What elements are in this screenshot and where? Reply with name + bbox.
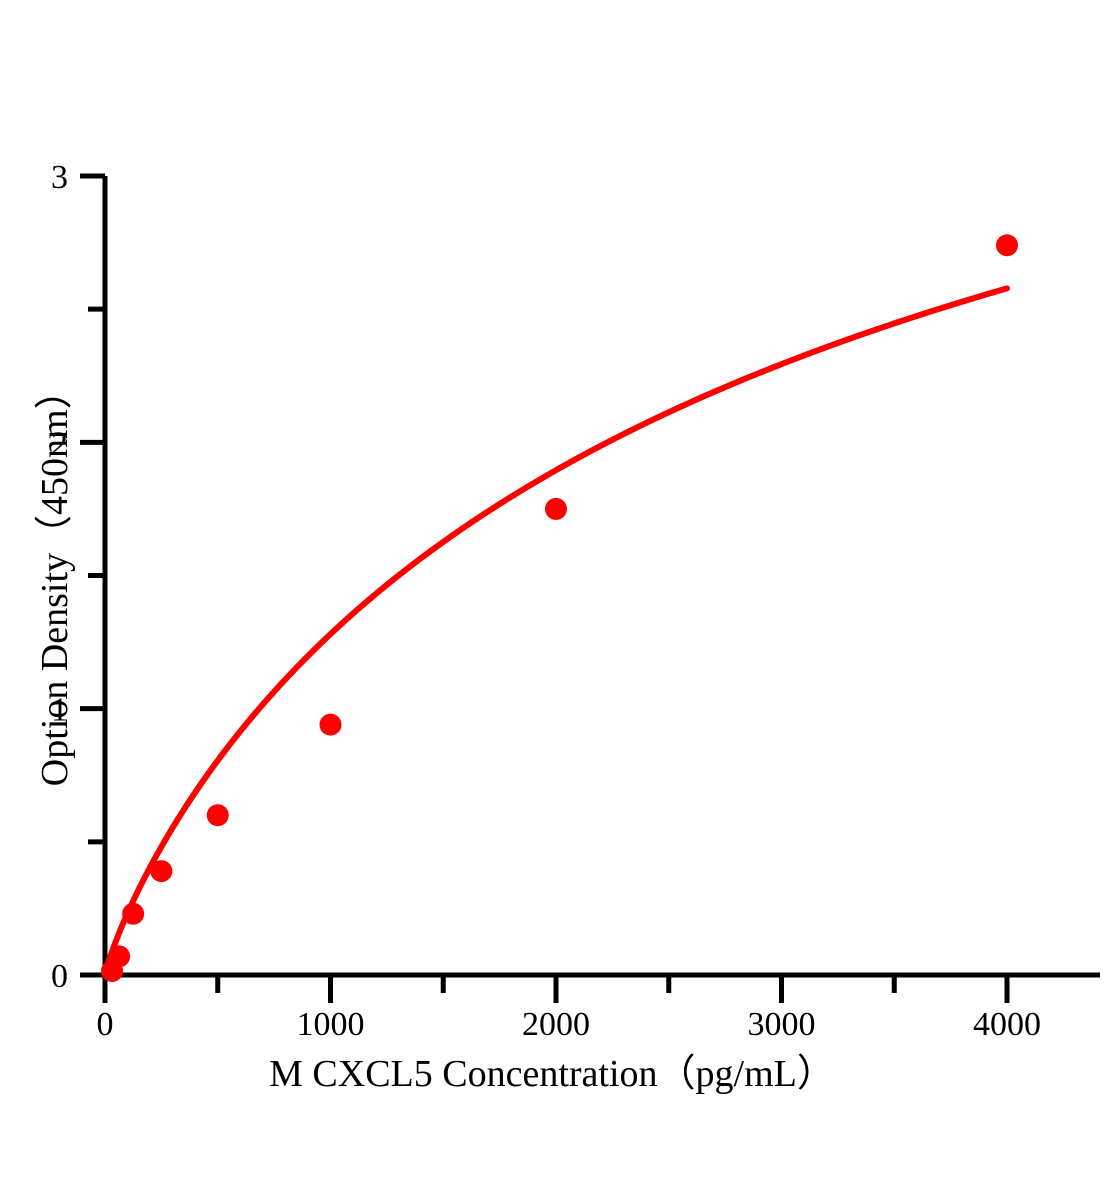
y-axis-title: Option Density（450nm）	[34, 371, 77, 787]
y-axis-ticks	[80, 173, 105, 978]
x-tick-label: 2000	[522, 1006, 590, 1043]
y-tick-label: 2	[51, 425, 68, 462]
data-point	[108, 945, 131, 968]
axis-lines	[95, 176, 1100, 984]
data-point	[319, 713, 342, 736]
x-tick-label: 0	[97, 1006, 114, 1043]
x-tick-label: 4000	[973, 1006, 1041, 1043]
y-tick-label: 3	[51, 159, 68, 196]
x-axis-title: M CXCL5 Concentration（pg/mL）	[269, 1053, 835, 1095]
standard-curve-line	[102, 285, 1010, 978]
x-tick-label: 1000	[297, 1006, 365, 1043]
x-tick-label: 3000	[748, 1006, 816, 1043]
y-tick-label: 0	[51, 958, 68, 995]
data-point	[150, 860, 173, 883]
y-tick-label: 1	[51, 692, 68, 729]
data-point	[206, 804, 229, 827]
x-axis-ticks	[102, 975, 1010, 1003]
x-axis-tick-labels: 0 1000 2000 3000 4000	[97, 1006, 1042, 1043]
data-point	[545, 497, 567, 520]
y-axis-tick-labels: 0 1 2 3	[51, 159, 68, 995]
data-point	[996, 234, 1018, 257]
data-point	[122, 902, 145, 925]
data-point-group	[101, 234, 1018, 983]
